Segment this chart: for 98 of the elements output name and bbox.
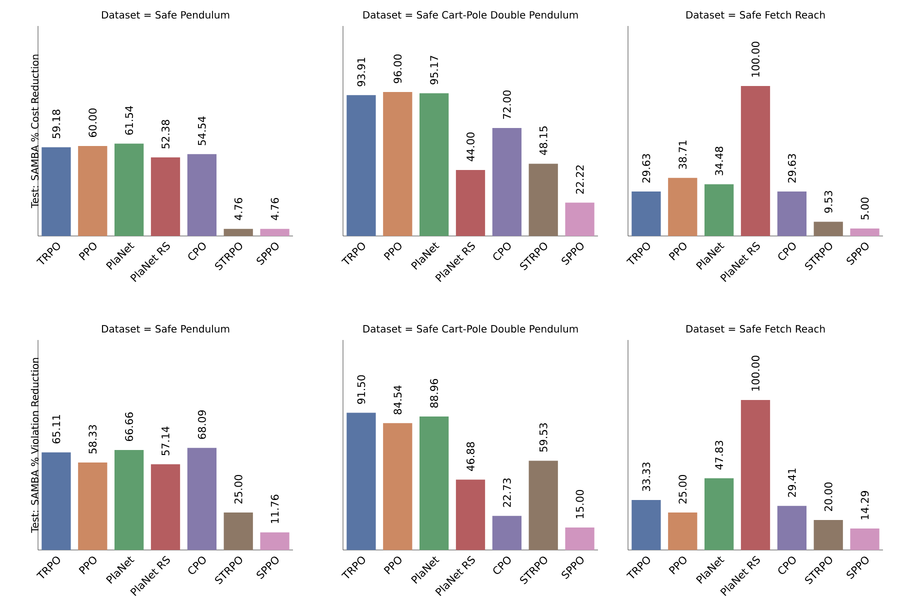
data-label: 88.96	[430, 378, 438, 408]
bar	[528, 164, 558, 236]
bar	[704, 478, 734, 550]
bar	[420, 416, 449, 550]
x-tick-label: CPO	[493, 242, 511, 260]
bar	[260, 532, 290, 550]
y-axis-title: Test: SAMBA % Cost Reduction	[30, 54, 39, 208]
data-label: 4.76	[270, 198, 279, 220]
bar	[224, 512, 253, 550]
bar	[346, 95, 376, 236]
bar	[565, 527, 594, 550]
data-label: 52.38	[162, 120, 170, 148]
bar	[420, 93, 449, 236]
data-label: 93.91	[357, 58, 366, 86]
data-label: 84.54	[394, 386, 402, 414]
bar	[187, 448, 216, 550]
data-label: 22.22	[576, 165, 584, 194]
bar	[740, 86, 770, 236]
bar	[114, 450, 144, 550]
bar	[777, 506, 806, 550]
chart-title: Dataset = Safe Pendulum	[102, 324, 230, 333]
bar	[668, 178, 698, 236]
bar	[150, 157, 180, 236]
data-label: 15.00	[576, 490, 584, 518]
x-tick-label: CPO	[188, 556, 206, 574]
bar	[632, 192, 661, 236]
x-tick-label: CPO	[778, 556, 796, 574]
bar	[740, 400, 770, 550]
data-label: 66.66	[125, 412, 134, 442]
bar	[528, 460, 558, 550]
bar	[78, 462, 108, 550]
bar	[346, 412, 376, 550]
data-label: 54.54	[198, 116, 206, 146]
data-label: 38.71	[678, 140, 687, 169]
bar	[383, 92, 412, 236]
data-label: 29.63	[642, 154, 650, 183]
bar	[150, 464, 180, 550]
chart-title: Dataset = Safe Cart-Pole Double Pendulum	[363, 324, 578, 333]
bar	[224, 228, 253, 236]
data-label: 9.53	[824, 190, 832, 213]
bar	[456, 170, 486, 236]
data-label: 96.00	[394, 54, 402, 84]
data-label: 48.15	[539, 126, 548, 156]
data-label: 25.00	[234, 474, 242, 504]
bar	[492, 128, 522, 236]
chart-title: Dataset = Safe Pendulum	[102, 10, 230, 19]
bar	[78, 146, 108, 236]
data-label: 91.50	[357, 375, 366, 404]
bar	[704, 184, 734, 236]
chart-title: Dataset = Safe Fetch Reach	[686, 10, 825, 19]
bar	[632, 500, 661, 550]
data-label: 11.76	[270, 494, 279, 523]
y-axis-title: Test: SAMBA % Violation Reduction	[30, 358, 39, 533]
chart-title: Dataset = Safe Fetch Reach	[686, 324, 825, 333]
data-label: 68.09	[198, 410, 206, 439]
bar	[814, 520, 843, 550]
data-label: 57.14	[162, 426, 170, 456]
bar	[565, 202, 594, 236]
data-label: 58.33	[88, 425, 97, 454]
data-label: 22.73	[502, 478, 511, 507]
bar	[814, 222, 843, 236]
data-label: 14.29	[860, 491, 869, 520]
data-label: 20.00	[824, 482, 832, 512]
data-label: 4.76	[234, 198, 242, 220]
data-label: 60.00	[88, 108, 97, 138]
data-label: 25.00	[678, 474, 687, 504]
bar	[668, 512, 698, 550]
bar	[42, 147, 71, 236]
bar	[777, 192, 806, 236]
chart-title: Dataset = Safe Cart-Pole Double Pendulum	[363, 10, 578, 19]
data-label: 29.41	[788, 468, 796, 497]
bar	[456, 480, 486, 550]
data-label: 65.11	[52, 415, 60, 444]
bar	[383, 423, 412, 550]
x-tick-label: CPO	[778, 242, 796, 260]
data-label: 95.17	[430, 56, 438, 84]
bar	[260, 228, 290, 236]
data-label: 29.63	[788, 154, 796, 183]
bar	[42, 452, 71, 550]
data-label: 72.00	[502, 90, 511, 119]
x-tick-label: CPO	[493, 556, 511, 574]
data-label: 33.33	[642, 462, 650, 491]
bar	[114, 144, 144, 236]
data-label: 100.00	[752, 356, 760, 391]
bar	[850, 228, 880, 236]
data-label: 61.54	[125, 106, 134, 135]
bar	[187, 154, 216, 236]
data-label: 59.18	[52, 110, 60, 138]
data-label: 100.00	[752, 42, 760, 77]
x-tick-label: CPO	[188, 242, 206, 260]
data-label: 47.83	[715, 440, 724, 470]
bar	[492, 516, 522, 550]
data-label: 46.88	[466, 442, 474, 471]
data-label: 59.53	[539, 423, 548, 452]
bar	[850, 528, 880, 550]
data-label: 34.48	[715, 146, 724, 176]
data-label: 44.00	[466, 132, 474, 162]
data-label: 5.00	[860, 198, 869, 220]
